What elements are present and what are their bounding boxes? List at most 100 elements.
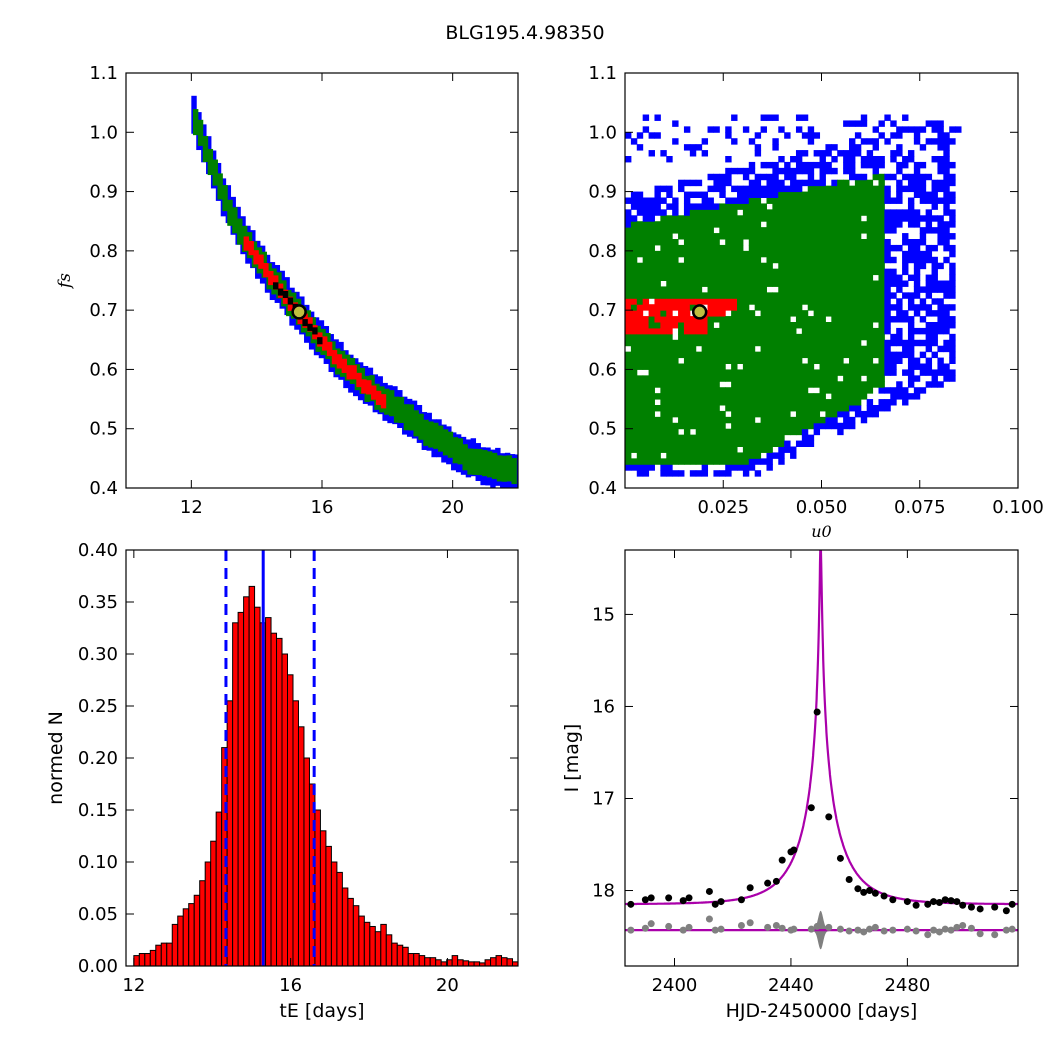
- posterior-cell: [748, 351, 756, 359]
- posterior-cell: [907, 298, 915, 305]
- histogram-bar: [484, 959, 492, 967]
- posterior-cell: [748, 215, 756, 222]
- posterior-cell: [943, 322, 950, 329]
- posterior-cell: [630, 227, 638, 234]
- posterior-cell: [666, 410, 673, 418]
- posterior-cell: [683, 227, 691, 234]
- posterior-cell: [707, 375, 714, 382]
- posterior-cell: [866, 179, 874, 187]
- posterior-cell: [860, 351, 868, 359]
- posterior-cell: [784, 381, 791, 388]
- posterior-cell: [754, 209, 762, 216]
- posterior-cell: [731, 458, 738, 465]
- posterior-cell: [707, 327, 714, 335]
- posterior-cell: [713, 286, 720, 293]
- posterior-cell: [907, 393, 915, 400]
- posterior-cell: [678, 268, 685, 276]
- posterior-cell: [760, 310, 767, 317]
- posterior-cell: [648, 150, 655, 157]
- posterior-cell: [837, 363, 844, 370]
- posterior-cell: [630, 393, 638, 400]
- posterior-cell: [766, 233, 773, 240]
- posterior-cell: [913, 292, 921, 299]
- posterior-cell: [831, 274, 838, 281]
- posterior-cell: [725, 327, 732, 335]
- posterior-cell: [689, 416, 697, 424]
- posterior-cell: [683, 209, 691, 216]
- posterior-cell: [625, 132, 632, 139]
- posterior-cell: [630, 256, 638, 264]
- posterior-cell: [925, 381, 933, 388]
- residual-point: [772, 922, 780, 930]
- posterior-cell: [625, 310, 632, 317]
- posterior-cell: [672, 286, 679, 293]
- posterior-cell: [760, 262, 767, 270]
- posterior-cell: [825, 339, 832, 347]
- posterior-cell: [666, 185, 673, 193]
- posterior-cell: [742, 322, 750, 329]
- posterior-cell: [683, 304, 691, 311]
- posterior-cell: [949, 375, 956, 382]
- posterior-cell: [731, 209, 738, 216]
- posterior-cell: [760, 280, 767, 287]
- residual-point: [991, 931, 999, 939]
- posterior-cell: [772, 333, 779, 341]
- posterior-cell: [654, 333, 661, 341]
- posterior-cell: [807, 215, 815, 222]
- posterior-cell: [648, 250, 655, 258]
- posterior-cell: [831, 333, 838, 341]
- posterior-cell: [748, 167, 756, 175]
- posterior-cell: [701, 280, 709, 287]
- posterior-cell: [872, 410, 879, 418]
- posterior-cell: [748, 209, 756, 216]
- posterior-cell: [878, 333, 885, 341]
- panel4-ytick-label: 15: [592, 604, 615, 625]
- posterior-cell: [807, 410, 815, 418]
- histogram-bar: [166, 942, 173, 967]
- posterior-cell: [825, 185, 832, 193]
- posterior-cell: [890, 399, 897, 406]
- posterior-cell: [902, 209, 909, 216]
- posterior-cell: [713, 410, 720, 418]
- posterior-cell: [890, 268, 897, 276]
- histogram-bar: [451, 955, 459, 967]
- posterior-cell: [919, 339, 927, 347]
- posterior-cell: [849, 316, 856, 323]
- posterior-cell: [725, 452, 732, 459]
- posterior-cell: [919, 262, 927, 270]
- posterior-cell: [784, 345, 791, 353]
- posterior-cell: [642, 221, 650, 228]
- posterior-cell: [878, 345, 885, 353]
- posterior-cell: [778, 422, 785, 430]
- posterior-cell: [807, 434, 815, 442]
- posterior-cell: [943, 286, 950, 293]
- panel1-xtick-label: 12: [180, 497, 203, 518]
- posterior-cell: [742, 286, 750, 293]
- posterior-cell: [784, 185, 791, 193]
- posterior-cell: [660, 464, 667, 471]
- posterior-cell: [683, 310, 691, 317]
- panel3-xtick-label: 16: [279, 975, 302, 996]
- posterior-cell: [695, 393, 703, 400]
- posterior-cell: [689, 150, 697, 157]
- posterior-cell: [384, 388, 390, 415]
- posterior-cell: [849, 191, 856, 198]
- posterior-cell: [630, 322, 638, 329]
- posterior-cell: [790, 446, 797, 453]
- posterior-cell: [695, 399, 703, 406]
- posterior-cell: [849, 150, 856, 157]
- posterior-cell: [760, 339, 767, 347]
- posterior-cell: [648, 387, 655, 394]
- posterior-cell: [672, 470, 679, 477]
- posterior-cell: [837, 215, 844, 222]
- posterior-cell: [890, 173, 897, 181]
- posterior-cell: [666, 363, 673, 370]
- posterior-cell: [748, 345, 756, 353]
- posterior-cell: [701, 138, 709, 145]
- data-point: [854, 885, 862, 893]
- posterior-cell: [784, 173, 791, 181]
- posterior-cell: [636, 286, 644, 293]
- posterior-cell: [825, 239, 832, 246]
- posterior-cell: [878, 339, 885, 347]
- posterior-cell: [683, 203, 691, 210]
